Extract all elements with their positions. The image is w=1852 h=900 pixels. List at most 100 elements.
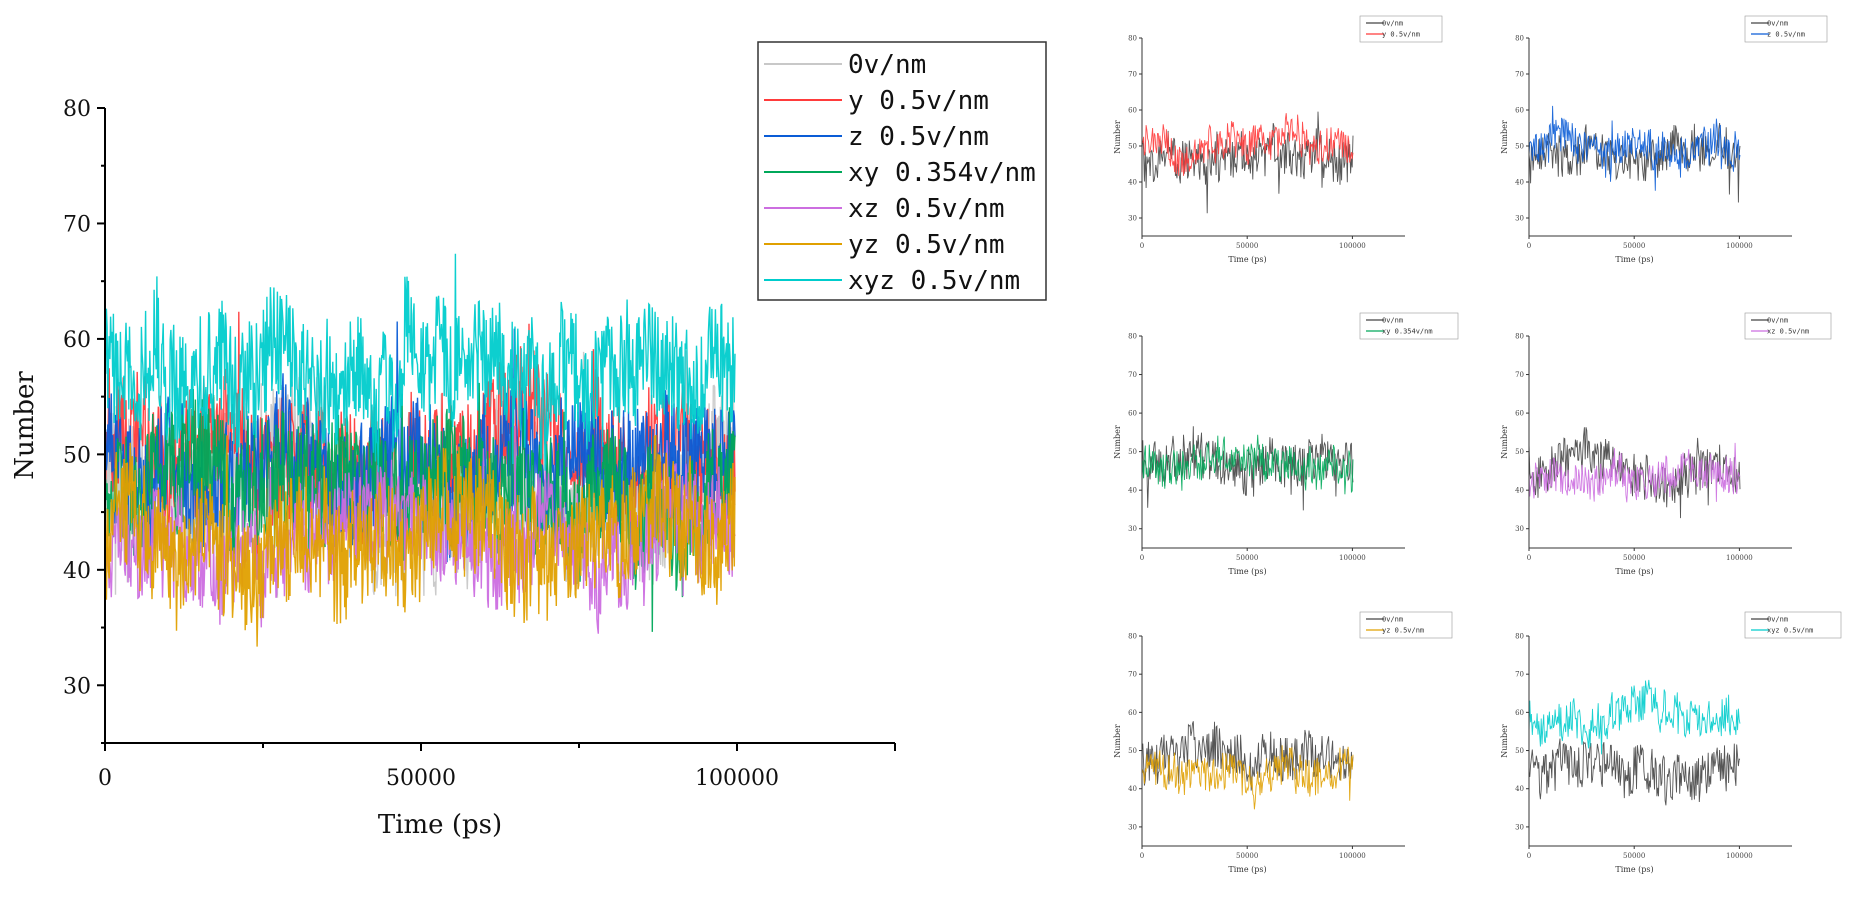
y-tick-label: 40 — [1128, 179, 1137, 187]
chart-2: 30 40 50 60 70 80 0 50000 100000 Time (ps) Number 0… — [1113, 15, 1443, 264]
x-tick-label: 50000 — [1236, 242, 1258, 250]
x-tick-label: 50000 — [1623, 242, 1645, 250]
y-tick-label: 30 — [1128, 215, 1137, 223]
legend-label: xyz 0.5v/nm — [1767, 627, 1813, 635]
legend-label: 0v/nm — [1767, 616, 1788, 624]
legend-box — [1359, 611, 1453, 639]
x-axis-title: Time (ps) — [378, 810, 502, 840]
legend: 0v/nm yz 0.5v/nm — [1359, 611, 1453, 639]
series-line-0v-nm — [1528, 738, 1741, 806]
series-line-0v-nm — [1141, 721, 1354, 791]
chart-4: 30 40 50 60 70 80 0 50000 100000 Time (ps) Number 0… — [1113, 312, 1459, 576]
y-axis-title: Number — [1113, 425, 1122, 459]
legend-label: z 0.5v/nm — [848, 122, 989, 152]
x-tick-label: 0 — [1527, 242, 1531, 250]
y-tick-label: 50 — [1515, 448, 1524, 456]
legend: 0v/nm y 0.5v/nm — [1359, 15, 1443, 43]
x-tick-label: 50000 — [1236, 554, 1258, 562]
legend: 0v/nm xyz 0.5v/nm — [1744, 611, 1842, 639]
legend-box — [1359, 15, 1443, 43]
series-line-xyz-0-5v-nm — [104, 253, 736, 473]
y-tick-label: 50 — [1515, 143, 1524, 151]
x-tick-label: 50000 — [1623, 852, 1645, 860]
y-axis-title: Number — [1113, 724, 1122, 758]
series-line-0v-nm — [1528, 123, 1741, 203]
y-tick-label: 40 — [1515, 179, 1524, 187]
series-line-xz-0-5v-nm — [1528, 442, 1741, 503]
series-line-yz-0-5v-nm — [104, 434, 736, 647]
y-axis-title: Number — [1500, 120, 1509, 154]
x-tick-label: 0 — [1140, 852, 1144, 860]
y-tick-label: 70 — [1128, 371, 1137, 379]
y-tick-label: 70 — [1128, 71, 1137, 79]
y-tick-label: 50 — [1128, 747, 1137, 755]
legend-label: xy 0.354v/nm — [848, 158, 1036, 188]
y-tick-label: 70 — [1128, 671, 1137, 679]
y-tick-label: 70 — [1515, 71, 1524, 79]
x-axis-title: Time (ps) — [1228, 255, 1266, 264]
x-tick-label: 100000 — [1726, 242, 1753, 250]
y-tick-label: 30 — [1515, 525, 1524, 533]
y-tick-label: 60 — [1128, 107, 1137, 115]
y-tick-label: 50 — [1515, 747, 1524, 755]
x-axis-title: Time (ps) — [1228, 567, 1266, 576]
y-tick-label: 30 — [1128, 525, 1137, 533]
y-axis-title: Number — [1113, 120, 1122, 154]
y-tick-label: 60 — [1128, 410, 1137, 418]
y-axis-title: Number — [10, 371, 40, 480]
legend-label: 0v/nm — [1767, 20, 1788, 28]
x-tick-label: 100000 — [1339, 852, 1366, 860]
legend-label: z 0.5v/nm — [1767, 31, 1805, 39]
y-tick-label: 40 — [1515, 785, 1524, 793]
chart-6: 30 40 50 60 70 80 0 50000 100000 Time (ps) Number 0… — [1113, 611, 1453, 874]
legend-label: xyz 0.5v/nm — [848, 266, 1020, 296]
x-axis-title: Time (ps) — [1615, 255, 1653, 264]
x-axis-title: Time (ps) — [1615, 865, 1653, 874]
y-axis-title: Number — [1500, 425, 1509, 459]
x-tick-label: 0 — [1140, 242, 1144, 250]
y-tick-label: 60 — [1515, 107, 1524, 115]
y-tick-label: 40 — [1128, 785, 1137, 793]
y-tick-label: 80 — [63, 97, 91, 122]
x-tick-label: 0 — [1140, 554, 1144, 562]
y-tick-label: 80 — [1128, 333, 1137, 341]
series-line-y-0-5v-nm — [1141, 113, 1354, 176]
legend-label: xy 0.354v/nm — [1382, 328, 1433, 336]
x-tick-label: 50000 — [1623, 554, 1645, 562]
legend: 0v/nm z 0.5v/nm — [1744, 15, 1828, 43]
y-tick-label: 60 — [1515, 410, 1524, 418]
y-tick-label: 80 — [1515, 633, 1524, 641]
chart-5: 30 40 50 60 70 80 0 50000 100000 Time (ps) Number 0… — [1500, 312, 1832, 576]
y-tick-label: 50 — [63, 443, 91, 468]
legend-box — [1359, 312, 1459, 340]
chart-1: 30 40 50 60 70 80 0 50000 100000 Time (ps) Number 0… — [10, 41, 1047, 840]
y-tick-label: 30 — [1515, 215, 1524, 223]
y-tick-label: 60 — [1515, 709, 1524, 717]
legend-label: y 0.5v/nm — [848, 86, 989, 116]
series-line-xy-0-354v-nm — [1141, 434, 1354, 495]
x-axis-title: Time (ps) — [1228, 865, 1266, 874]
series-line-z-0-5v-nm — [1528, 105, 1741, 191]
y-tick-label: 80 — [1515, 35, 1524, 43]
x-tick-label: 0 — [1527, 554, 1531, 562]
y-tick-label: 70 — [63, 212, 91, 237]
legend: 0v/nm xz 0.5v/nm — [1744, 312, 1832, 340]
y-tick-label: 60 — [63, 328, 91, 353]
legend-label: 0v/nm — [1382, 616, 1403, 624]
y-tick-label: 80 — [1515, 333, 1524, 341]
y-tick-label: 80 — [1128, 35, 1137, 43]
y-axis-title: Number — [1500, 724, 1509, 758]
y-tick-label: 70 — [1515, 371, 1524, 379]
x-tick-label: 50000 — [1236, 852, 1258, 860]
y-tick-label: 40 — [63, 559, 91, 584]
y-tick-label: 30 — [1515, 823, 1524, 831]
x-tick-label: 100000 — [1339, 242, 1366, 250]
y-tick-label: 80 — [1128, 633, 1137, 641]
legend-label: 0v/nm — [848, 50, 926, 80]
chart-7: 30 40 50 60 70 80 0 50000 100000 Time (ps) Number 0… — [1500, 611, 1842, 874]
y-tick-label: 50 — [1128, 143, 1137, 151]
legend-label: xz 0.5v/nm — [1767, 328, 1809, 336]
y-tick-label: 60 — [1128, 709, 1137, 717]
legend-box — [1744, 15, 1828, 43]
